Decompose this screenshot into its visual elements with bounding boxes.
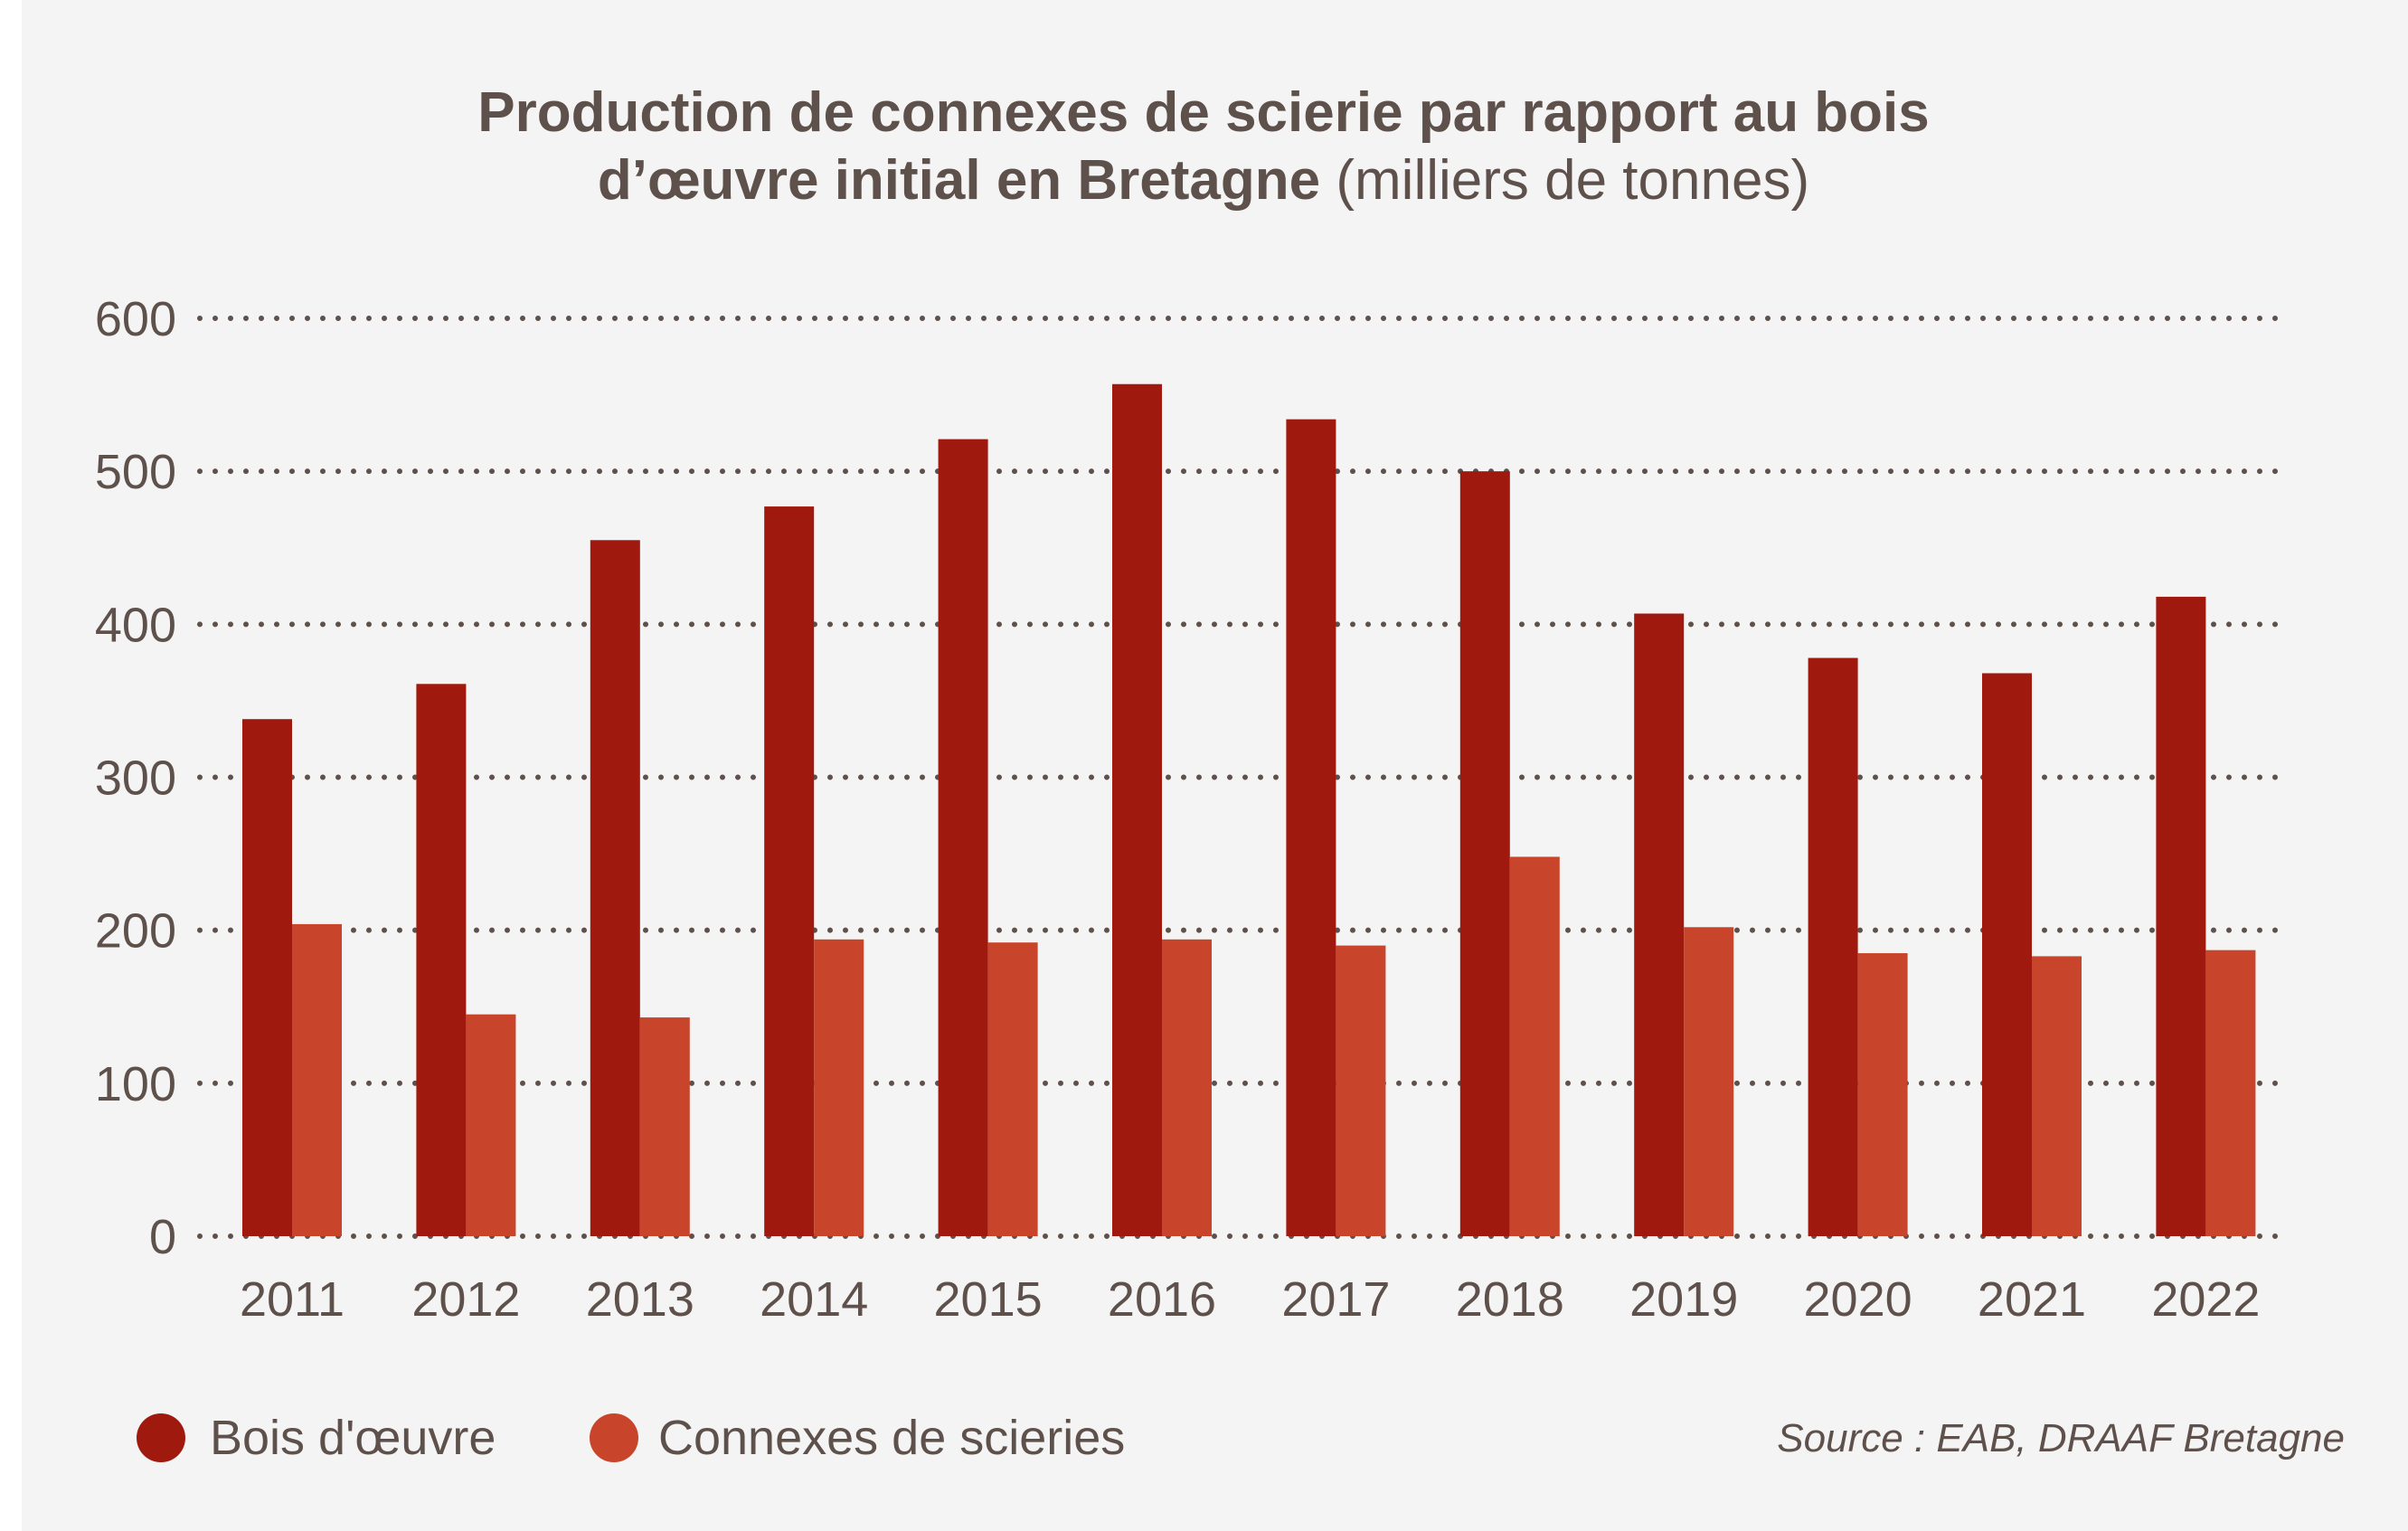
bar-bois-2020 xyxy=(1808,657,1858,1236)
bar-connexes-2017 xyxy=(1336,945,1386,1236)
bar-connexes-2011 xyxy=(292,923,342,1236)
legend: Bois d'œuvre Connexes de scieries xyxy=(137,1411,1125,1465)
bar-connexes-2021 xyxy=(2032,956,2082,1236)
y-tick-label: 100 xyxy=(95,1057,176,1111)
bar-bois-2021 xyxy=(1982,673,2032,1236)
x-tick-label: 2012 xyxy=(411,1272,520,1327)
bar-connexes-2015 xyxy=(987,942,1038,1236)
legend-swatch-connexes xyxy=(590,1413,638,1462)
y-tick-label: 500 xyxy=(95,445,176,499)
y-tick-label: 600 xyxy=(95,292,176,346)
x-tick-label: 2014 xyxy=(760,1272,868,1327)
bar-connexes-2013 xyxy=(639,1017,690,1236)
y-tick-label: 300 xyxy=(95,751,176,806)
bar-bois-2013 xyxy=(590,540,640,1236)
bar-bois-2016 xyxy=(1112,383,1162,1236)
bar-connexes-2014 xyxy=(814,939,864,1236)
bar-bois-2014 xyxy=(764,506,815,1236)
bar-bois-2019 xyxy=(1634,613,1685,1236)
bar-connexes-2012 xyxy=(466,1014,516,1236)
legend-label-bois: Bois d'œuvre xyxy=(210,1411,496,1465)
y-tick-label: 0 xyxy=(149,1210,176,1264)
chart-title-line2: d’œuvre initial en Bretagne (milliers de… xyxy=(598,149,1809,212)
legend-label-connexes: Connexes de scieries xyxy=(658,1411,1125,1465)
x-tick-label: 2021 xyxy=(1978,1272,2086,1327)
x-tick-label: 2022 xyxy=(2151,1272,2260,1327)
bar-bois-2011 xyxy=(242,719,292,1236)
y-tick-label: 200 xyxy=(95,904,176,959)
bar-connexes-2022 xyxy=(2205,950,2256,1236)
x-tick-label: 2015 xyxy=(934,1272,1043,1327)
chart-title-unit: (milliers de tonnes) xyxy=(1336,149,1809,212)
chart-title-bold: d’œuvre initial en Bretagne xyxy=(598,149,1320,212)
bar-bois-2015 xyxy=(938,439,988,1236)
chart-title-line1: Production de connexes de scierie par ra… xyxy=(477,81,1930,144)
bar-bois-2012 xyxy=(416,684,467,1236)
legend-swatch-bois xyxy=(137,1413,185,1462)
x-tick-label: 2013 xyxy=(586,1272,694,1327)
bar-bois-2022 xyxy=(2156,596,2206,1236)
y-tick-label: 400 xyxy=(95,598,176,652)
x-tick-label: 2017 xyxy=(1281,1272,1390,1327)
bar-bois-2018 xyxy=(1459,471,1510,1236)
x-tick-label: 2019 xyxy=(1629,1272,1738,1327)
bar-bois-2017 xyxy=(1286,419,1336,1236)
x-tick-label: 2018 xyxy=(1456,1272,1564,1327)
bar-connexes-2016 xyxy=(1162,939,1212,1236)
source-note: Source : EAB, DRAAF Bretagne xyxy=(1777,1416,2345,1460)
bar-connexes-2018 xyxy=(1509,856,1560,1236)
x-tick-label: 2011 xyxy=(240,1272,345,1327)
bar-connexes-2019 xyxy=(1684,927,1734,1236)
bar-connexes-2020 xyxy=(1857,953,1908,1236)
x-tick-label: 2020 xyxy=(1804,1272,1912,1327)
x-tick-label: 2016 xyxy=(1108,1272,1216,1327)
